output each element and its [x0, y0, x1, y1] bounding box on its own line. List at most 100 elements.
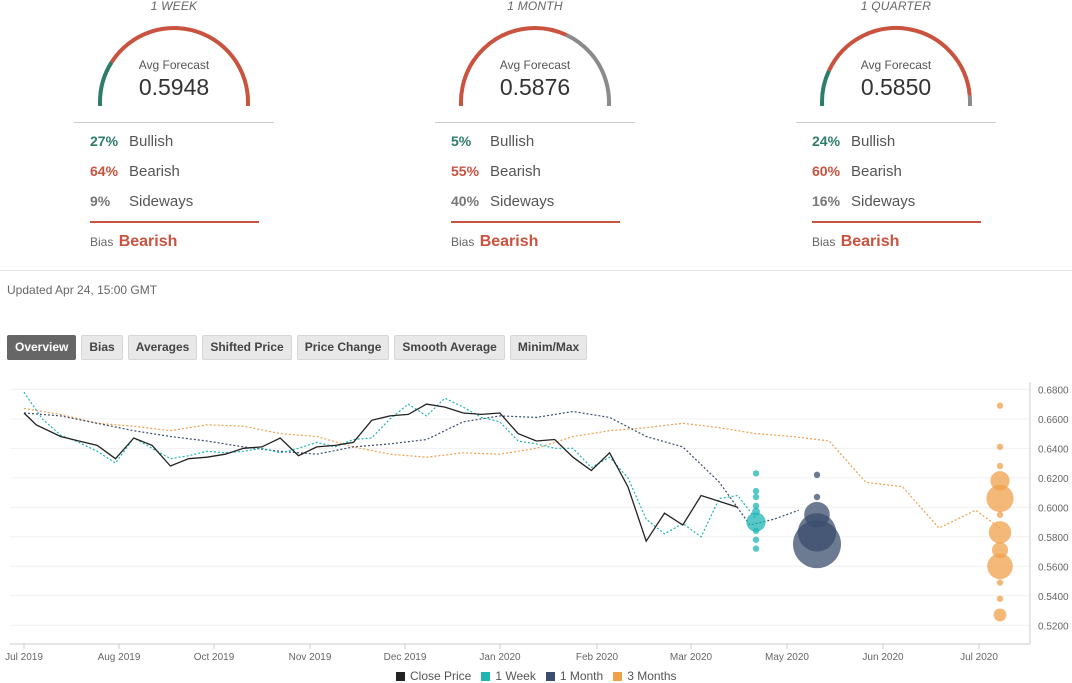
avg-forecast-value: 0.5850 — [860, 74, 932, 100]
sideways-label: Sideways — [490, 193, 555, 210]
chart-legend: Close Price 1 Week 1 Month 3 Months — [396, 669, 677, 683]
forecast-gauge — [820, 26, 972, 106]
y-tick-label: 0.5200 — [1038, 621, 1069, 632]
y-tick-label: 0.6000 — [1038, 503, 1069, 514]
forecast-bubble-3-months — [988, 521, 1012, 544]
forecast-bubble-3-months — [996, 462, 1004, 470]
forecast-bubble-3-months — [996, 511, 1004, 518]
gauge-sideways-arc — [565, 33, 611, 106]
legend-label: Close Price — [410, 669, 472, 683]
legend-swatch — [396, 671, 405, 681]
period-label: 1 QUARTER — [860, 0, 932, 13]
gauge-bearish-arc — [827, 26, 972, 96]
forecast-bubble-1-week — [752, 536, 760, 543]
sideways-row: 9% Sideways — [90, 193, 193, 210]
bias-divider — [812, 221, 981, 223]
x-tick-label: Feb 2020 — [576, 652, 619, 663]
forecast-bubble-3-months — [992, 542, 1008, 559]
forecast-bubble-1-week — [752, 493, 760, 501]
legend-item-1-month[interactable]: 1 Month — [545, 669, 604, 683]
avg-forecast-value: 0.5948 — [138, 74, 210, 100]
legend-swatch — [545, 671, 555, 681]
gauge-bearish-arc — [459, 26, 568, 106]
bullish-label: Bullish — [490, 133, 535, 150]
x-tick-label: Jun 2020 — [862, 652, 904, 663]
forecast-gauge — [98, 26, 250, 106]
sideways-pct: 9% — [90, 193, 111, 209]
series-line-close-price — [23, 403, 738, 543]
tab-smooth-average[interactable]: Smooth Average — [394, 335, 505, 360]
legend-label: 1 Month — [559, 669, 604, 683]
gauge-sideways-arc — [967, 95, 972, 106]
y-tick-label: 0.6600 — [1038, 415, 1069, 426]
legend-item-1-week[interactable]: 1 Week — [481, 669, 536, 683]
bearish-row: 64% Bearish — [90, 163, 180, 180]
bias-value: Bearish — [118, 233, 178, 250]
updated-timestamp: Updated Apr 24, 15:00 GMT — [7, 283, 158, 297]
y-tick-label: 0.5600 — [1038, 562, 1069, 573]
legend-item-close-price[interactable]: Close Price — [396, 669, 471, 683]
bearish-label: Bearish — [129, 163, 180, 180]
section-divider — [0, 270, 1072, 271]
tab-averages[interactable]: Averages — [127, 335, 198, 360]
tab-bias[interactable]: Bias — [81, 335, 123, 360]
bias-label: Bias — [90, 235, 114, 249]
forecast-gauge — [459, 26, 611, 106]
sideways-label: Sideways — [129, 193, 194, 210]
avg-forecast-label: Avg Forecast — [499, 58, 571, 72]
period-label: 1 MONTH — [507, 0, 563, 13]
x-tick-label: Jul 2019 — [5, 652, 43, 663]
forecast-bubble-1-month — [793, 520, 841, 569]
x-tick-label: Mar 2020 — [670, 652, 713, 663]
sideways-pct: 16% — [812, 193, 841, 209]
period-label: 1 WEEK — [150, 0, 198, 13]
gauge-bullish-arc — [98, 61, 114, 106]
sideways-label: Sideways — [851, 193, 916, 210]
tab-price-change[interactable]: Price Change — [296, 335, 390, 360]
bias: Bias Bearish — [451, 233, 538, 251]
bullish-row: 5% Bullish — [451, 133, 534, 150]
y-tick-label: 0.5800 — [1038, 533, 1069, 544]
bearish-pct: 55% — [451, 163, 480, 179]
legend-item-3-months[interactable]: 3 Months — [613, 669, 677, 683]
forecast-bubble-3-months — [996, 579, 1004, 586]
bullish-pct: 27% — [90, 133, 119, 149]
y-tick-label: 0.6800 — [1038, 385, 1069, 396]
forecast-bubble-3-months — [986, 484, 1014, 513]
y-tick-label: 0.6400 — [1038, 444, 1069, 455]
bias-label: Bias — [812, 235, 836, 249]
bias-value: Bearish — [840, 233, 900, 250]
tab-minim-max[interactable]: Minim/Max — [509, 335, 588, 360]
tab-shifted-price[interactable]: Shifted Price — [202, 335, 292, 360]
divider — [435, 122, 635, 123]
sideways-pct: 40% — [451, 193, 480, 209]
y-tick-label: 0.5400 — [1038, 592, 1069, 603]
x-tick-label: Dec 2019 — [384, 652, 427, 663]
legend-swatch — [481, 671, 491, 681]
bearish-label: Bearish — [490, 163, 541, 180]
bullish-pct: 24% — [812, 133, 841, 149]
avg-forecast-label: Avg Forecast — [860, 58, 932, 72]
bearish-label: Bearish — [851, 163, 902, 180]
divider — [796, 122, 996, 123]
gauge-bearish-arc — [109, 26, 250, 106]
forecast-bubble-1-week — [752, 545, 760, 552]
y-tick-label: 0.6200 — [1038, 474, 1069, 485]
bullish-pct: 5% — [451, 133, 472, 149]
bullish-row: 27% Bullish — [90, 133, 173, 150]
sideways-row: 40% Sideways — [451, 193, 554, 210]
forecast-bubble-3-months — [990, 471, 1010, 491]
forecast-bubble-3-months — [993, 608, 1007, 622]
bullish-row: 24% Bullish — [812, 133, 895, 150]
series-line-1-week — [23, 391, 757, 538]
tab-overview[interactable]: Overview — [7, 335, 77, 360]
bearish-row: 55% Bearish — [451, 163, 541, 180]
x-tick-label: Jan 2020 — [479, 652, 521, 663]
x-tick-label: Nov 2019 — [289, 652, 332, 663]
forecast-bubble-3-months — [996, 402, 1004, 409]
series-line-3-months — [23, 407, 1001, 529]
legend-label: 1 Week — [495, 669, 536, 683]
avg-forecast-label: Avg Forecast — [138, 58, 210, 72]
forecast-bubble-1-week — [752, 487, 760, 495]
bias: Bias Bearish — [812, 233, 899, 251]
